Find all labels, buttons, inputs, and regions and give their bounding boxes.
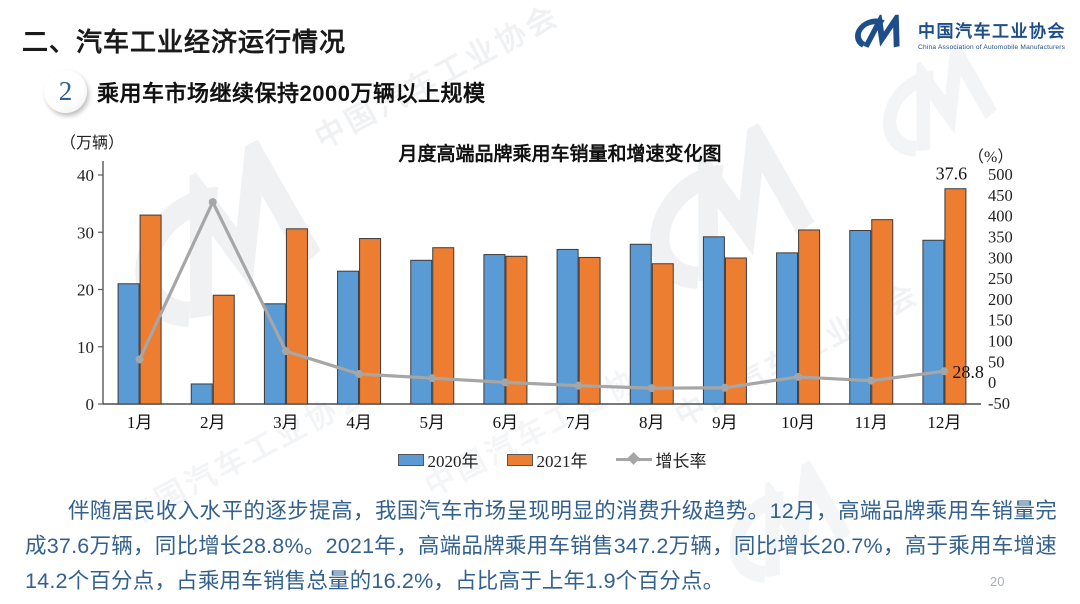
growth-line-marker — [428, 374, 437, 383]
x-axis-label: 8月 — [639, 413, 665, 432]
bar-2021年 — [651, 263, 674, 405]
page-title: 二、汽车工业经济运行情况 — [22, 27, 347, 57]
x-axis-label: 5月 — [420, 413, 446, 432]
right-axis-tick-label: 0 — [988, 373, 996, 392]
growth-line-marker — [647, 384, 656, 393]
logo-name-cn: 中国汽车工业协会 — [918, 22, 1066, 41]
bar-2020年 — [922, 239, 945, 405]
bar-2020年 — [410, 259, 433, 405]
growth-line-marker — [720, 383, 729, 392]
bar-2020年 — [629, 243, 652, 405]
bar-2021年 — [578, 256, 601, 405]
left-axis-tick-label: 10 — [77, 338, 94, 357]
right-axis-tick-label: 150 — [988, 311, 1013, 330]
growth-line-marker — [135, 355, 144, 364]
summary-paragraph: 伴随居民收入水平的逐步提高，我国汽车市场呈现明显的消费升级趋势。12月，高端品牌… — [25, 499, 1057, 593]
right-axis-tick-label: 50 — [988, 352, 1005, 371]
bar-2021年 — [505, 255, 528, 405]
right-axis-unit: （%） — [968, 148, 1013, 166]
cm-logo-icon — [846, 14, 910, 54]
legend-swatch-2020 — [397, 453, 424, 466]
data-label: 28.8 — [952, 362, 984, 382]
right-axis-tick-label: 400 — [988, 207, 1013, 226]
growth-line-marker — [501, 378, 510, 387]
right-axis-tick-label: 500 — [988, 165, 1013, 184]
right-axis-tick-label: -50 — [988, 394, 1010, 413]
legend-item-growth: 增长率 — [615, 447, 707, 472]
left-axis-tick-label: 0 — [86, 395, 95, 414]
right-axis-tick-label: 200 — [988, 290, 1013, 309]
bar-2020年 — [117, 283, 140, 405]
bar-2020年 — [483, 254, 506, 405]
legend-label-2021: 2021年 — [536, 452, 588, 471]
x-axis-label: 1月 — [127, 413, 153, 432]
bar-2020年 — [556, 248, 579, 405]
x-axis-label: 4月 — [346, 413, 372, 432]
chart: 月度高端品牌乘用车销量和增速变化图 （万辆） （%） 0 10 20 30 40 -50 0 50 1… — [0, 128, 1080, 448]
right-axis-tick-label: 350 — [988, 227, 1013, 246]
bar-2021年 — [285, 228, 308, 405]
chart-canvas: 月度高端品牌乘用车销量和增速变化图（万辆）（%）010203040-500501… — [60, 134, 1013, 432]
page-number: 20 — [990, 574, 1005, 589]
left-axis-tick-label: 20 — [77, 281, 94, 300]
bar-2020年 — [702, 236, 725, 405]
x-axis-label: 7月 — [566, 413, 592, 432]
bar-2021年 — [871, 219, 894, 405]
chart-legend: 2020年 2021年 增长率 — [12, 447, 1080, 472]
bar-2020年 — [849, 230, 872, 405]
logo-name-en: China Association of Automobile Manufact… — [918, 44, 1066, 51]
x-axis-label: 10月 — [781, 413, 815, 432]
bar-2020年 — [263, 303, 286, 405]
bar-2020年 — [776, 252, 799, 405]
x-axis-label: 12月 — [927, 413, 961, 432]
right-axis-tick-label: 250 — [988, 269, 1013, 288]
x-axis-label: 9月 — [712, 413, 738, 432]
bar-2020年 — [190, 383, 213, 405]
bar-2021年 — [139, 214, 162, 405]
section-bullet: 2 乘用车市场继续保持2000万辆以上规模 — [44, 70, 485, 113]
caam-logo: 中国汽车工业协会 China Association of Automobile… — [846, 14, 1066, 54]
legend-item-2020: 2020年 — [397, 447, 479, 472]
left-axis-tick-label: 30 — [77, 223, 94, 242]
growth-line-marker — [281, 347, 290, 356]
bullet-number-badge: 2 — [44, 70, 87, 113]
legend-item-2021: 2021年 — [506, 447, 588, 472]
growth-line-marker — [208, 198, 217, 207]
data-label: 37.6 — [936, 164, 968, 184]
legend-swatch-2021 — [506, 453, 533, 466]
x-axis-label: 3月 — [273, 413, 299, 432]
x-axis-label: 6月 — [493, 413, 519, 432]
left-axis-tick-label: 40 — [77, 166, 94, 185]
right-axis-tick-label: 450 — [988, 186, 1013, 205]
left-axis-unit: （万辆） — [60, 134, 124, 152]
x-axis-label: 11月 — [855, 413, 888, 432]
x-axis-label: 2月 — [200, 413, 226, 432]
growth-line-marker — [574, 381, 583, 390]
bullet-title: 乘用车市场继续保持2000万辆以上规模 — [97, 80, 486, 106]
legend-line-marker-icon — [615, 452, 652, 465]
bar-2020年 — [337, 270, 360, 405]
growth-line-marker — [794, 372, 803, 381]
growth-line-marker — [940, 367, 949, 376]
bar-2021年 — [798, 229, 821, 405]
chart-title: 月度高端品牌乘用车销量和增速变化图 — [397, 142, 721, 165]
growth-line-marker — [867, 376, 876, 385]
bar-2021年 — [359, 238, 382, 405]
legend-label-growth: 增长率 — [655, 452, 707, 471]
bar-2021年 — [944, 188, 967, 405]
right-axis-tick-label: 100 — [988, 332, 1013, 351]
right-axis-tick-label: 300 — [988, 248, 1013, 267]
growth-line — [138, 198, 945, 390]
growth-line-marker — [355, 370, 364, 379]
bar-2021年 — [724, 257, 747, 405]
bar-2021年 — [432, 247, 455, 405]
legend-label-2020: 2020年 — [427, 452, 479, 471]
bar-2021年 — [212, 294, 235, 405]
